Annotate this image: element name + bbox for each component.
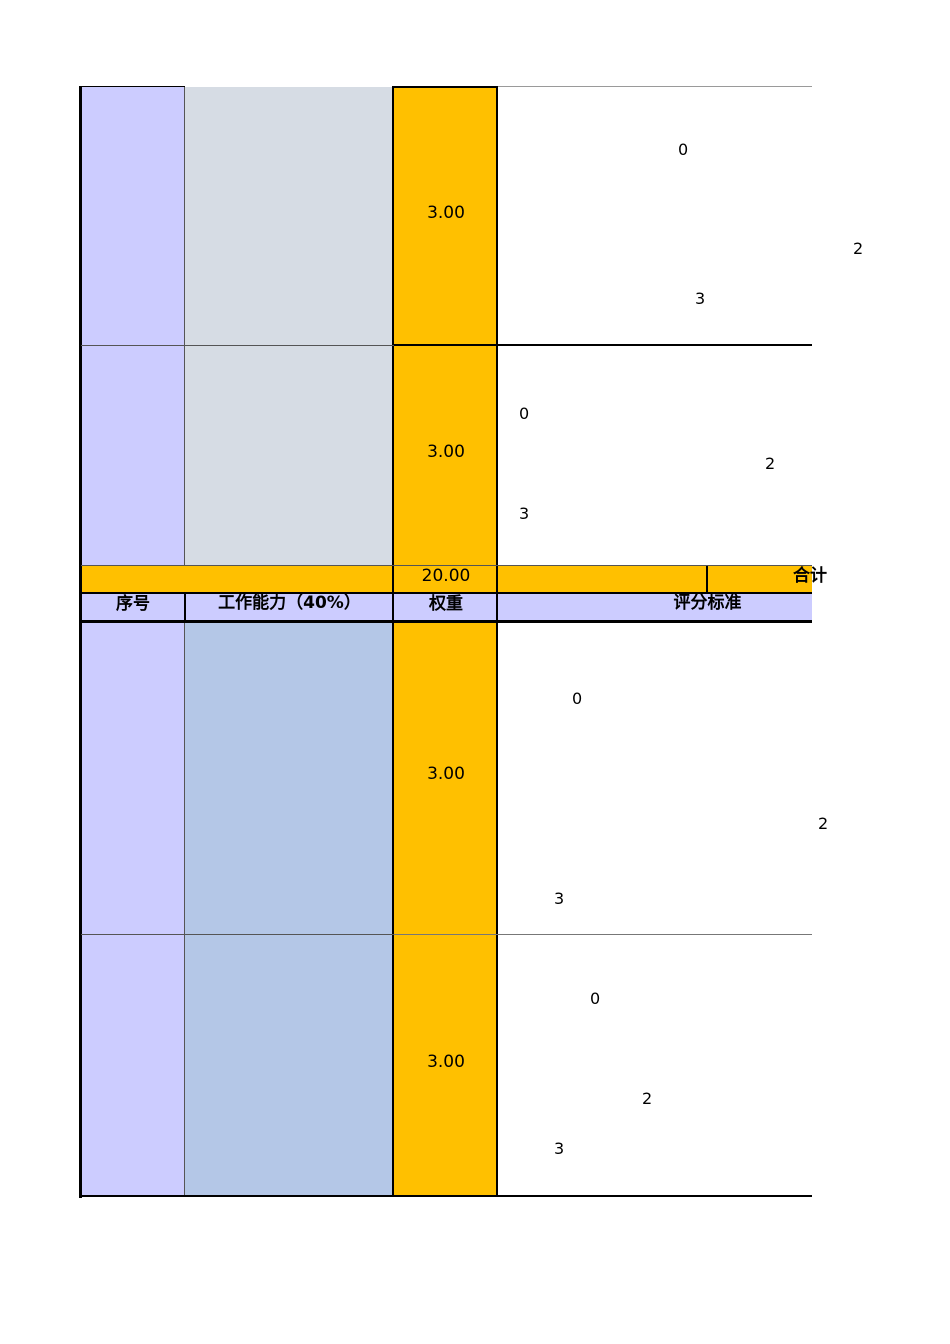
score-label: 0 [519, 404, 530, 423]
item-cell [185, 622, 394, 935]
weight-cell: 3.00 [394, 87, 498, 346]
weight-value: 3.00 [427, 764, 465, 784]
score-label: 2 [818, 814, 829, 833]
score-label: 3 [695, 289, 706, 308]
grid-line [81, 620, 812, 623]
index-cell [81, 87, 185, 346]
grid-line [498, 86, 812, 87]
grid-line [184, 87, 185, 566]
header-item-cell: 工作能力（40%） [185, 593, 394, 622]
grid-line [81, 345, 185, 346]
weight-cell: 3.00 [394, 622, 498, 935]
grid-line [81, 592, 812, 594]
grid-line [706, 566, 708, 593]
subtotal-empty-cell [498, 566, 707, 593]
weight-value: 3.00 [427, 442, 465, 462]
index-cell [81, 935, 185, 1196]
item-cell [185, 935, 394, 1196]
header-index: 序号 [116, 594, 150, 614]
score-label: 3 [554, 889, 565, 908]
header-item: 工作能力（40%） [218, 593, 361, 613]
weight-value: 3.00 [427, 1052, 465, 1072]
score-label: 2 [642, 1089, 653, 1108]
weight-cell: 3.00 [394, 935, 498, 1196]
score-label: 2 [765, 454, 776, 473]
grid-line [184, 622, 185, 1197]
grid-line [79, 86, 82, 1198]
header-criteria-cell: 评分标准 [498, 593, 812, 622]
score-label: 0 [572, 689, 583, 708]
header-criteria: 评分标准 [673, 593, 742, 613]
criteria-cell [498, 935, 812, 1196]
grid-line [81, 934, 394, 935]
subtotal-blank-cell [81, 566, 394, 593]
weight-cell: 3.00 [394, 346, 498, 566]
grid-line [184, 593, 186, 622]
grid-line [496, 86, 498, 1197]
grid-line [81, 565, 185, 566]
index-cell [81, 622, 185, 935]
item-cell [185, 87, 394, 346]
weight-value: 3.00 [427, 203, 465, 223]
subtotal-label-cell: 合计 [707, 566, 827, 593]
header-index-cell: 序号 [81, 593, 185, 622]
item-cell [185, 346, 394, 566]
grid-line [392, 86, 394, 1197]
score-label: 2 [853, 239, 864, 258]
criteria-cell [498, 622, 812, 935]
grid-line [394, 934, 812, 935]
criteria-cell [498, 346, 812, 566]
score-label: 0 [678, 140, 689, 159]
score-label: 3 [519, 504, 530, 523]
subtotal-weight-value: 20.00 [421, 566, 471, 586]
grid-line [394, 86, 498, 88]
grid-line [185, 345, 394, 346]
grid-line [394, 344, 812, 346]
grid-line [185, 565, 812, 566]
header-weight: 权重 [429, 594, 463, 614]
grid-line [79, 1195, 812, 1197]
grid-line [79, 86, 185, 87]
score-label: 3 [554, 1139, 565, 1158]
score-label: 0 [590, 989, 601, 1008]
subtotal-label: 合计 [793, 566, 827, 586]
subtotal-weight-cell: 20.00 [394, 566, 498, 593]
criteria-cell [498, 87, 812, 346]
index-cell [81, 346, 185, 566]
header-weight-cell: 权重 [394, 593, 498, 622]
